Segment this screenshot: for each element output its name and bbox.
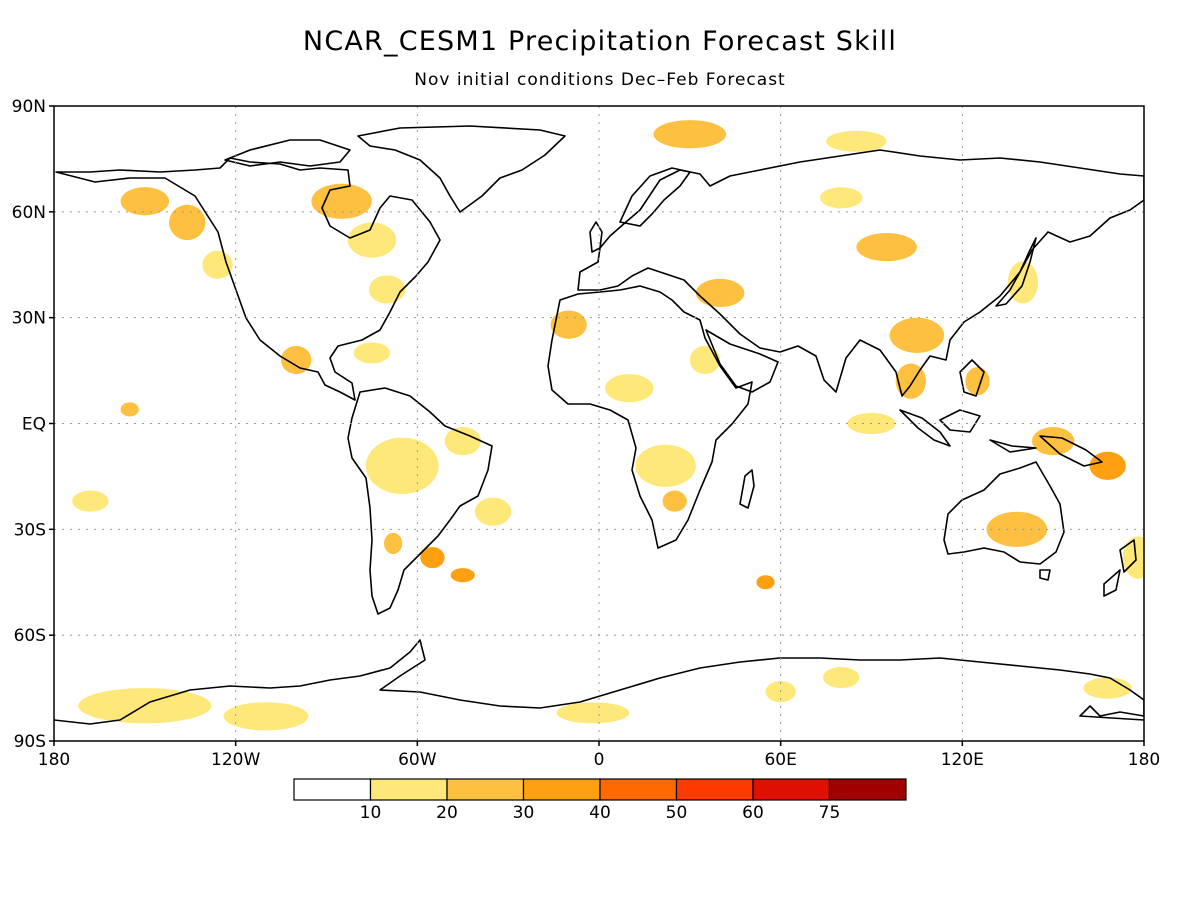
- skill-region-13: [72, 490, 109, 512]
- coastline-africa-eurasia: [547, 285, 753, 549]
- skill-region-30: [986, 511, 1048, 547]
- skill-region-2: [202, 250, 233, 279]
- colorbar-bin-2: [446, 778, 525, 801]
- skill-region-7: [353, 342, 391, 364]
- lon-tick-label-0: 180: [38, 750, 70, 770]
- skill-region-0: [120, 187, 170, 216]
- lon-tick-label-2: 60W: [398, 750, 437, 770]
- lat-tick-label-6: 90S: [14, 732, 46, 752]
- skill-region-10: [444, 427, 481, 456]
- skill-region-28: [1031, 427, 1075, 456]
- skill-region-15: [653, 120, 727, 149]
- coastline-australia: [943, 461, 1065, 565]
- lat-tick-label-5: 60S: [14, 626, 46, 646]
- skill-region-39: [1083, 677, 1132, 699]
- lon-tick-label-4: 60E: [764, 750, 796, 770]
- skill-region-41: [450, 568, 475, 583]
- map-subtitle: Nov initial conditions Dec–Feb Forecast: [414, 70, 786, 90]
- colorbar-bin-6: [752, 778, 831, 801]
- skill-region-32: [756, 575, 775, 590]
- skill-region-11: [420, 546, 445, 569]
- colorbar-label-6: 75: [819, 803, 841, 823]
- map-title: NCAR_CESM1 Precipitation Forecast Skill: [302, 26, 898, 57]
- colorbar: 10 20 30 40 50 60 75: [293, 778, 907, 823]
- skill-region-24: [889, 317, 945, 353]
- skill-region-16: [826, 130, 887, 152]
- skill-region-18: [856, 233, 917, 262]
- coastline-antarctica: [54, 639, 1144, 725]
- skill-region-31: [1122, 536, 1144, 579]
- lon-tick-label-5: 120E: [941, 750, 984, 770]
- lat-tick-label-4: 30S: [14, 520, 46, 540]
- skill-region-4: [347, 222, 397, 258]
- map-grid: [54, 106, 1144, 741]
- coastline-new-guinea: [1039, 435, 1103, 467]
- coastline-madagascar: [739, 469, 755, 509]
- colorbar-bin-3: [522, 778, 601, 801]
- lon-tick-label-3: 0: [594, 750, 605, 770]
- colorbar-label-4: 50: [666, 803, 688, 823]
- skill-region-19: [695, 278, 745, 308]
- coastline-greenland: [357, 125, 566, 213]
- colorbar-label-1: 20: [436, 803, 458, 823]
- skill-region-35: [223, 702, 309, 731]
- colorbar-bin-0: [293, 778, 372, 801]
- skill-region-40: [662, 490, 687, 512]
- skill-region-36: [556, 702, 630, 724]
- skill-regions: [72, 120, 1144, 731]
- coastline-scandinavia: [619, 167, 691, 227]
- skill-region-23: [689, 345, 721, 375]
- skill-region-21: [605, 374, 654, 403]
- coastline-eurasia: [577, 149, 1144, 397]
- coastline-arabia: [705, 329, 779, 393]
- lon-tick-label-1: 120W: [211, 750, 260, 770]
- coastline-south-america: [347, 387, 493, 615]
- skill-region-12: [384, 532, 403, 555]
- colorbar-bin-5: [675, 778, 754, 801]
- coastline-new-zealand: [1103, 539, 1137, 597]
- skill-region-17: [820, 187, 863, 209]
- skill-region-38: [823, 666, 860, 689]
- coastline-arctic-islands: [224, 139, 351, 167]
- coastline-japan: [995, 237, 1037, 307]
- lat-tick-label-2: 30N: [12, 309, 46, 329]
- coastline-british-isles: [589, 221, 603, 253]
- colorbar-bin-7: [828, 778, 907, 801]
- skill-region-6: [281, 345, 312, 375]
- colorbar-bin-1: [369, 778, 448, 801]
- lat-tick-label-3: EQ: [22, 415, 46, 435]
- skill-region-9: [365, 437, 439, 495]
- lat-tick-label-1: 60N: [12, 203, 46, 223]
- skill-region-14: [474, 497, 512, 526]
- lat-tick-label-0: 90N: [12, 97, 46, 117]
- skill-region-1: [169, 204, 206, 241]
- colorbar-bin-4: [599, 778, 678, 801]
- colorbar-label-2: 30: [513, 803, 535, 823]
- skill-region-22: [635, 444, 696, 488]
- lon-tick-label-6: 180: [1128, 750, 1160, 770]
- skill-region-20: [550, 310, 587, 339]
- colorbar-label-0: 10: [360, 803, 382, 823]
- colorbar-label-5: 60: [742, 803, 764, 823]
- skill-region-8: [120, 402, 139, 417]
- skill-region-3: [311, 183, 372, 219]
- coastline-tasmania: [1039, 569, 1051, 581]
- skill-region-5: [368, 275, 406, 304]
- colorbar-label-3: 40: [589, 803, 611, 823]
